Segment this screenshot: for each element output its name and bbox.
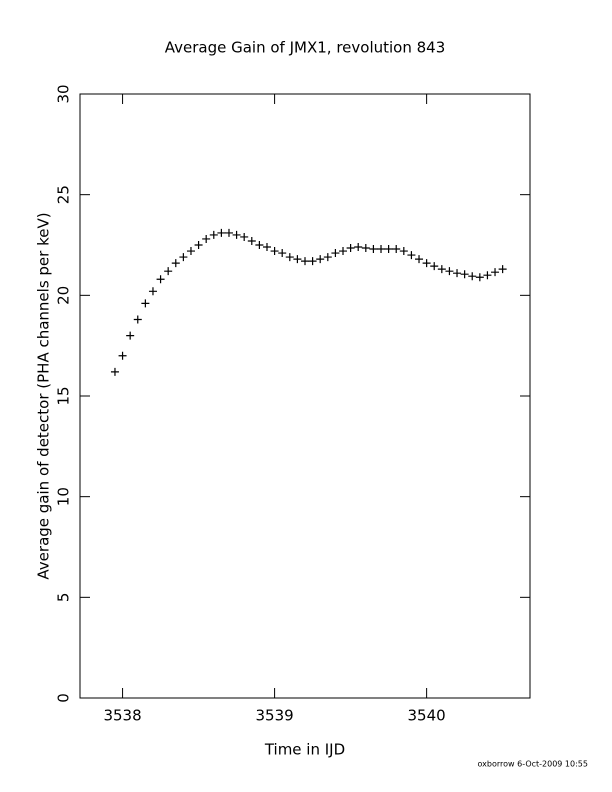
marker <box>323 253 332 262</box>
x-tick-label: 3538 <box>103 707 141 725</box>
y-tick-label: 25 <box>55 185 73 204</box>
marker <box>498 265 507 274</box>
marker <box>407 251 416 260</box>
marker <box>445 267 454 276</box>
y-tick-label: 0 <box>55 693 73 703</box>
marker <box>377 245 386 254</box>
marker <box>308 257 317 266</box>
marker <box>126 331 135 340</box>
marker <box>141 299 150 308</box>
marker <box>293 255 302 264</box>
marker <box>339 247 348 256</box>
marker <box>399 247 408 256</box>
y-axis-label: Average gain of detector (PHA channels p… <box>35 212 53 579</box>
y-tick-label: 15 <box>55 386 73 405</box>
marker <box>415 255 424 264</box>
marker <box>346 244 355 253</box>
marker <box>262 243 271 252</box>
y-tick-label: 5 <box>55 593 73 603</box>
marker <box>468 272 477 281</box>
marker <box>422 259 431 268</box>
marker <box>179 253 188 262</box>
y-tick-label: 10 <box>55 487 73 506</box>
marker <box>285 253 294 262</box>
marker <box>453 269 462 278</box>
marker <box>118 351 127 360</box>
marker <box>186 247 195 256</box>
marker <box>209 230 218 239</box>
marker <box>331 249 340 258</box>
marker <box>194 241 203 249</box>
marker <box>255 241 264 249</box>
marker <box>148 287 157 296</box>
marker <box>369 245 378 254</box>
marker <box>247 236 256 245</box>
marker <box>278 249 287 258</box>
marker <box>224 228 233 237</box>
marker <box>316 255 325 264</box>
y-tick-label: 30 <box>55 84 73 103</box>
marker <box>483 271 492 280</box>
marker <box>110 367 119 376</box>
marker <box>202 234 211 243</box>
marker <box>156 275 165 284</box>
marker <box>240 232 249 241</box>
x-axis-label: Time in IJD <box>264 741 345 759</box>
marker <box>270 247 279 256</box>
marker <box>491 268 500 277</box>
marker <box>232 230 241 239</box>
chart-title: Average Gain of JMX1, revolution 843 <box>165 39 446 57</box>
marker <box>171 259 180 268</box>
marker <box>164 267 173 276</box>
marker <box>361 244 370 253</box>
marker <box>133 315 142 324</box>
marker <box>301 257 309 266</box>
footer: oxborrow 6-Oct-2009 10:55 <box>478 760 588 769</box>
marker <box>475 273 484 282</box>
marker <box>430 262 439 271</box>
marker <box>392 245 401 254</box>
marker <box>437 265 446 274</box>
plot-frame <box>79 93 531 699</box>
x-tick-label: 3539 <box>256 707 294 725</box>
marker <box>217 228 226 237</box>
marker <box>460 270 469 279</box>
y-tick-label: 20 <box>55 286 73 305</box>
x-tick-label: 3540 <box>408 707 446 725</box>
marker <box>354 243 363 252</box>
marker <box>384 245 393 254</box>
